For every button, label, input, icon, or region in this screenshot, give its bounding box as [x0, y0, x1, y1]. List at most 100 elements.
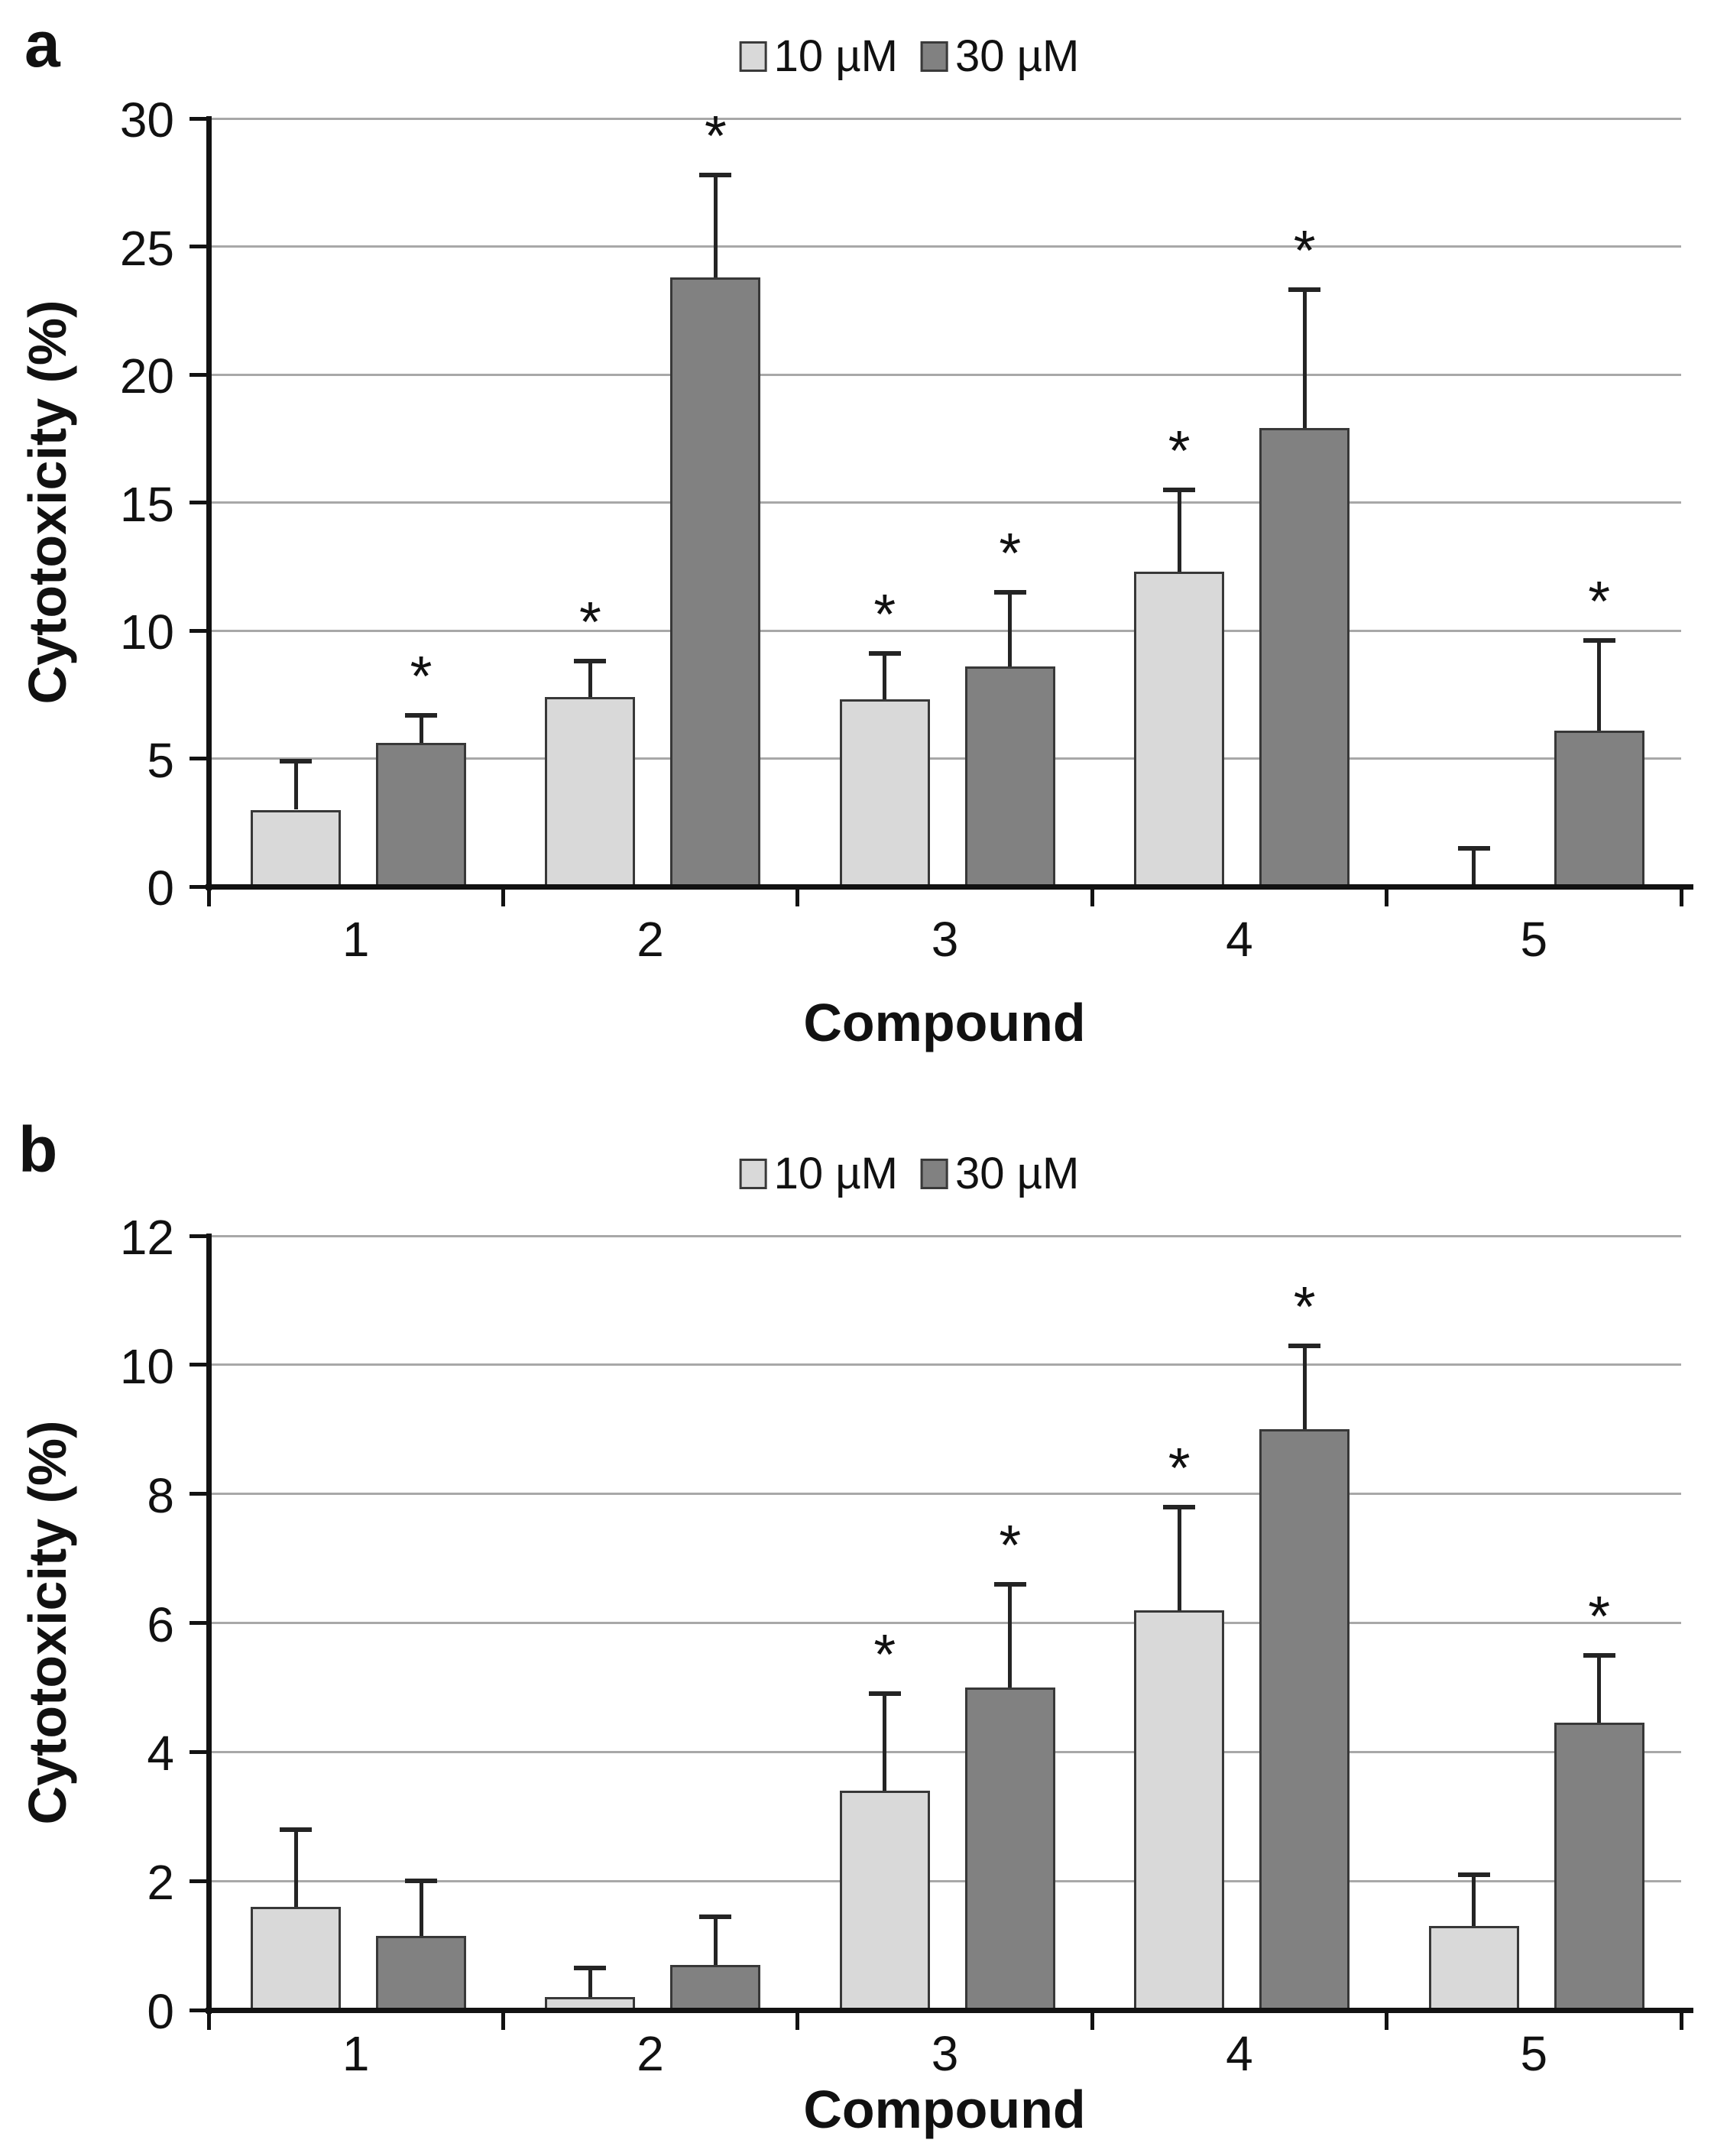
panel-a-bar-10uM-compound-3	[839, 699, 930, 887]
panel-a-legend-label-10uM: 10 µM	[773, 31, 898, 81]
panel-b-gridline-6	[209, 1622, 1681, 1624]
panel-b-legend-label-10uM: 10 µM	[773, 1149, 898, 1198]
panel-b-y-tick-label-2: 2	[147, 1855, 174, 1911]
panel-b-y-tick-0	[190, 2008, 209, 2012]
panel-a-bar-30uM-compound-3	[964, 666, 1055, 887]
panel-b-bar-30uM-compound-3	[964, 1687, 1055, 2010]
panel-b-error-bar-cap-10uM-compound-2	[574, 1966, 607, 1971]
panel-b-y-tick-label-12: 12	[119, 1210, 174, 1265]
panel-b-error-bar-10uM-compound-5	[1472, 1874, 1476, 1927]
panel-a-category-label-3: 3	[931, 912, 959, 967]
panel-a-error-bar-cap-10uM-compound-5	[1457, 845, 1490, 851]
panel-b-bar-30uM-compound-1	[376, 1935, 466, 2010]
panel-a-error-bar-30uM-compound-5	[1597, 640, 1602, 731]
panel-a-y-tick-label-20: 20	[119, 349, 174, 404]
panel-a-significance-asterisk-30uM-compound-3: *	[999, 520, 1022, 585]
panel-b-significance-asterisk-10uM-compound-4: *	[1168, 1435, 1191, 1499]
panel-b-y-tick-12	[190, 1234, 209, 1238]
panel-b-x-axis	[206, 2008, 1693, 2013]
panel-b-error-bar-cap-30uM-compound-1	[405, 1879, 437, 1884]
panel-a-x-tick-5	[1679, 887, 1683, 906]
panel-a-y-tick-20	[190, 372, 209, 377]
panel-a-gridline-5	[209, 757, 1681, 760]
panel-a-gridline-10	[209, 629, 1681, 632]
panel-b-error-bar-cap-10uM-compound-3	[868, 1691, 901, 1697]
panel-a-legend-swatch-10uM	[739, 41, 767, 72]
panel-b-error-bar-cap-10uM-compound-5	[1457, 1872, 1490, 1877]
panel-b-legend-item-10uM: 10 µM	[739, 1148, 898, 1199]
panel-b-y-tick-label-6: 6	[147, 1597, 174, 1652]
panel-a-error-bar-cap-10uM-compound-3	[868, 651, 901, 657]
panel-b-gridline-8	[209, 1493, 1681, 1496]
panel-a-gridline-25	[209, 245, 1681, 248]
panel-a-significance-asterisk-10uM-compound-3: *	[873, 582, 896, 647]
panel-a-bar-30uM-compound-2	[670, 277, 761, 887]
panel-b-significance-asterisk-30uM-compound-4: *	[1293, 1274, 1316, 1338]
panel-b-bar-30uM-compound-5	[1554, 1723, 1644, 2010]
panel-a-legend-item-10uM: 10 µM	[739, 31, 898, 82]
panel-a-error-bar-cap-30uM-compound-4	[1288, 287, 1321, 293]
panel-b-gridline-4	[209, 1750, 1681, 1753]
panel-b-letter: b	[18, 1114, 58, 1185]
panel-a-y-tick-5	[190, 757, 209, 760]
panel-a-x-tick-2	[795, 887, 800, 906]
panel-a-error-bar-cap-30uM-compound-5	[1583, 638, 1615, 644]
panel-b-error-bar-cap-30uM-compound-5	[1583, 1652, 1615, 1658]
panel-a-error-bar-10uM-compound-5	[1472, 848, 1476, 887]
panel-b-significance-asterisk-30uM-compound-5: *	[1588, 1584, 1610, 1648]
panel-a-error-bar-cap-10uM-compound-1	[280, 758, 312, 764]
panel-b-x-tick-0	[206, 2010, 211, 2030]
panel-b-bar-10uM-compound-1	[251, 1906, 341, 2010]
panel-a-y-tick-label-15: 15	[119, 476, 174, 532]
panel-a-x-axis-title: Compound	[803, 993, 1086, 1052]
panel-b-gridline-2	[209, 1879, 1681, 1882]
panel-b-legend: 10 µM 30 µM	[739, 1148, 1080, 1199]
panel-a-error-bar-30uM-compound-1	[419, 715, 423, 744]
panel-a-y-tick-10	[190, 628, 209, 633]
panel-a-bar-10uM-compound-4	[1134, 571, 1225, 887]
panel-a-y-tick-25	[190, 245, 209, 248]
panel-b-bar-10uM-compound-5	[1428, 1926, 1519, 2010]
panel-b-category-label-4: 4	[1226, 2026, 1253, 2081]
panel-a-gridline-30	[209, 117, 1681, 120]
panel-b-y-tick-label-8: 8	[147, 1467, 174, 1523]
panel-a-bar-30uM-compound-4	[1259, 428, 1350, 887]
panel-a-y-tick-label-5: 5	[147, 732, 174, 788]
panel-b-bar-30uM-compound-2	[670, 1964, 761, 2010]
panel-a-letter: a	[24, 8, 60, 80]
panel-b-y-tick-10	[190, 1363, 209, 1367]
panel-b-error-bar-10uM-compound-2	[588, 1968, 592, 1998]
panel-b-y-axis	[206, 1234, 212, 2014]
panel-a-significance-asterisk-30uM-compound-4: *	[1293, 219, 1316, 283]
panel-a-significance-asterisk-30uM-compound-5: *	[1588, 569, 1610, 634]
panel-b-significance-asterisk-10uM-compound-3: *	[873, 1623, 896, 1687]
panel-b-y-tick-label-0: 0	[147, 1984, 174, 2039]
panel-b-category-label-3: 3	[931, 2026, 959, 2081]
panel-b-legend-swatch-10uM	[739, 1158, 767, 1189]
panel-a-error-bar-30uM-compound-4	[1302, 290, 1307, 429]
panel-b-y-tick-label-4: 4	[147, 1726, 174, 1782]
panel-b-bar-30uM-compound-4	[1259, 1429, 1350, 2010]
panel-b-bar-10uM-compound-3	[839, 1790, 930, 2010]
panel-b-x-axis-title: Compound	[803, 2080, 1086, 2139]
panel-a-y-axis	[206, 116, 212, 890]
panel-a-error-bar-10uM-compound-3	[883, 653, 887, 700]
panel-a-error-bar-cap-30uM-compound-1	[405, 712, 437, 718]
panel-a-error-bar-cap-30uM-compound-3	[993, 589, 1026, 595]
panel-b-error-bar-30uM-compound-2	[713, 1916, 718, 1965]
panel-b-error-bar-cap-30uM-compound-3	[993, 1581, 1026, 1587]
panel-a-legend-label-30uM: 30 µM	[955, 31, 1080, 81]
panel-a-significance-asterisk-30uM-compound-1: *	[410, 644, 433, 708]
panel-b-x-tick-5	[1679, 2010, 1683, 2030]
panel-b-legend-swatch-30uM	[921, 1158, 948, 1189]
panel-b-legend-label-30uM: 30 µM	[955, 1149, 1080, 1198]
panel-a-gridline-20	[209, 373, 1681, 376]
panel-b-x-tick-4	[1385, 2010, 1389, 2030]
panel-a-legend: 10 µM 30 µM	[739, 31, 1080, 82]
panel-a-y-tick-30	[190, 116, 209, 121]
panel-a-significance-asterisk-10uM-compound-4: *	[1168, 418, 1191, 482]
panel-b-y-tick-6	[190, 1621, 209, 1625]
panel-b-significance-asterisk-30uM-compound-3: *	[999, 1512, 1022, 1577]
panel-b-error-bar-30uM-compound-1	[419, 1881, 423, 1936]
panel-a-bar-30uM-compound-5	[1554, 730, 1644, 887]
